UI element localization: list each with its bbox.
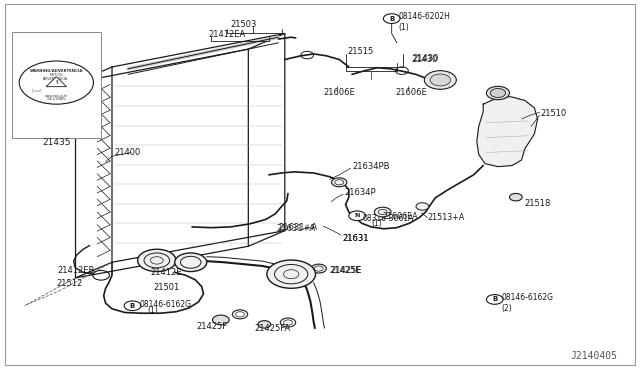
Text: WARNING/ADVERTENCIA: WARNING/ADVERTENCIA [29, 69, 83, 73]
Text: 21425F: 21425F [196, 322, 228, 331]
Text: 21425E: 21425E [330, 266, 361, 275]
Circle shape [430, 74, 451, 86]
Text: 21631+A: 21631+A [278, 223, 317, 232]
Text: NOTICE:: NOTICE: [49, 73, 63, 77]
Text: 21510: 21510 [541, 109, 567, 118]
Text: 21425E: 21425E [330, 266, 362, 275]
Text: 21606E: 21606E [396, 88, 428, 97]
Circle shape [424, 71, 456, 89]
Circle shape [175, 253, 207, 272]
Text: 21430: 21430 [413, 54, 439, 63]
Text: 21513+A: 21513+A [428, 213, 465, 222]
Text: 21634P: 21634P [344, 188, 376, 197]
Text: !: ! [55, 80, 58, 86]
Circle shape [124, 301, 141, 311]
Text: 21631: 21631 [342, 234, 369, 243]
Text: 21412EB: 21412EB [58, 266, 95, 275]
Text: J2140405: J2140405 [571, 351, 618, 361]
Text: (1): (1) [371, 219, 382, 228]
Circle shape [138, 249, 176, 272]
Text: [icon]: [icon] [32, 89, 42, 93]
Circle shape [383, 14, 400, 23]
Text: 08146-6202H: 08146-6202H [398, 12, 450, 21]
Text: 21430: 21430 [412, 55, 438, 64]
Text: 21435: 21435 [42, 138, 70, 147]
Text: www.niia.co.kr: www.niia.co.kr [45, 94, 68, 98]
Text: 21503: 21503 [230, 20, 257, 29]
Circle shape [267, 260, 316, 288]
Circle shape [212, 315, 229, 325]
Circle shape [19, 61, 93, 104]
Text: 21631+A: 21631+A [276, 224, 316, 233]
Circle shape [374, 207, 391, 217]
Circle shape [232, 310, 248, 319]
Text: 21412E: 21412E [150, 268, 182, 277]
Text: (2): (2) [501, 304, 512, 313]
Circle shape [486, 86, 509, 100]
Text: 21634PB: 21634PB [352, 162, 390, 171]
Circle shape [311, 264, 326, 273]
Text: 21515: 21515 [348, 47, 374, 56]
Circle shape [332, 178, 347, 187]
Text: 21512: 21512 [56, 279, 83, 288]
Text: 21518: 21518 [525, 199, 551, 208]
Text: B: B [130, 303, 135, 309]
Text: B: B [389, 16, 394, 22]
Text: 08146-6162G: 08146-6162G [140, 300, 191, 309]
Circle shape [486, 295, 503, 304]
Bar [12, 32, 101, 138]
Text: 21425FA: 21425FA [255, 324, 291, 333]
Circle shape [490, 89, 506, 97]
Text: 21412EA: 21412EA [208, 30, 245, 39]
Circle shape [280, 318, 296, 327]
Text: 21606EA: 21606EA [383, 212, 419, 221]
Text: ADVERTENCIA:: ADVERTENCIA: [44, 77, 69, 81]
Circle shape [349, 211, 365, 221]
Text: 21501: 21501 [154, 283, 180, 292]
Text: 08318-3061A: 08318-3061A [363, 214, 414, 223]
Text: (1): (1) [147, 306, 158, 315]
Text: (1): (1) [398, 23, 409, 32]
Circle shape [416, 203, 429, 210]
Text: 21631: 21631 [342, 234, 369, 243]
Polygon shape [46, 77, 67, 87]
Text: 21606E: 21606E [323, 88, 355, 97]
Text: 21400: 21400 [114, 148, 140, 157]
Text: 1/4(1/40BPs: 1/4(1/40BPs [46, 97, 67, 101]
Circle shape [258, 321, 271, 328]
Text: 08146-6162G: 08146-6162G [501, 293, 553, 302]
Text: N: N [355, 213, 360, 218]
Text: B: B [492, 296, 497, 302]
Circle shape [509, 193, 522, 201]
Polygon shape [477, 97, 538, 167]
